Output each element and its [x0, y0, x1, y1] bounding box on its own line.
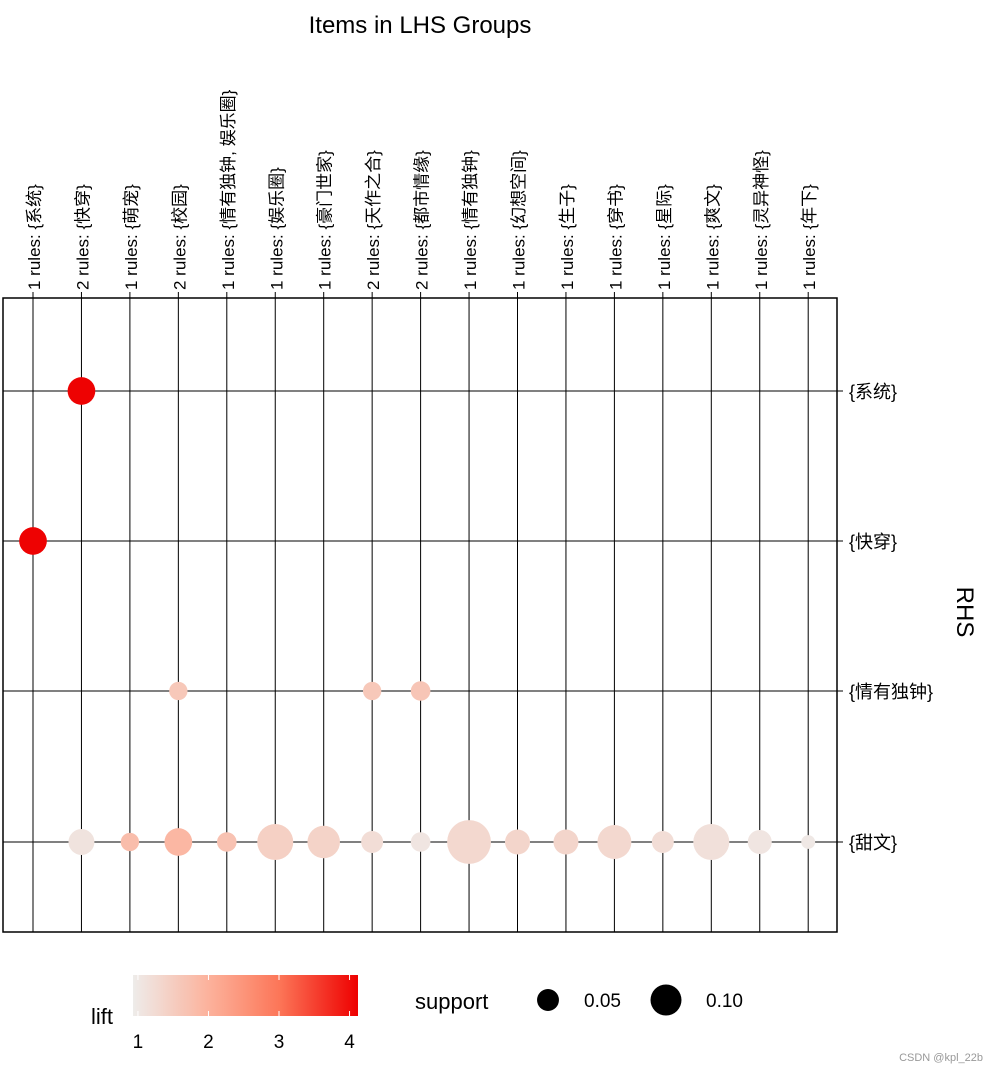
- data-point: [410, 832, 431, 852]
- x-tick-label: 1 rules: {星际}: [655, 184, 674, 290]
- y-tick-label: {情有独钟}: [849, 682, 933, 702]
- data-point: [447, 820, 491, 864]
- data-point: [410, 681, 431, 701]
- data-point: [67, 377, 96, 405]
- data-point: [164, 828, 193, 856]
- x-tick-label: 1 rules: {情有独钟}: [461, 150, 480, 290]
- data-point: [19, 527, 47, 555]
- data-point: [361, 831, 384, 853]
- data-point: [597, 825, 632, 859]
- x-tick-label: 2 rules: {天作之合}: [364, 150, 383, 290]
- plot-frame: [2, 297, 838, 933]
- legend-lift-title: lift: [91, 1004, 113, 1029]
- colorbar-tick-label: 2: [203, 1032, 214, 1053]
- x-tick-label: 2 rules: {校园}: [170, 184, 189, 290]
- x-tick-label: 1 rules: {娱乐圈}: [267, 167, 286, 290]
- data-point: [553, 829, 579, 855]
- data-point: [68, 829, 95, 855]
- legend-size-circle: [650, 984, 682, 1016]
- data-point: [362, 681, 382, 701]
- lift-colorbar: [133, 975, 358, 1016]
- colorbar-tick-label: 4: [344, 1032, 355, 1053]
- data-point: [693, 823, 730, 861]
- legend-size-label: 0.05: [584, 991, 621, 1012]
- x-tick-label: 1 rules: {系统}: [25, 184, 44, 290]
- colorbar-tick-label: 3: [274, 1032, 285, 1053]
- x-tick-label: 2 rules: {快穿}: [73, 184, 92, 290]
- x-tick-label: 2 rules: {都市情缘}: [413, 150, 432, 290]
- y-axis-title: RHS: [951, 587, 978, 638]
- legend-support-title: support: [415, 989, 488, 1014]
- x-tick-label: 1 rules: {穿书}: [606, 184, 625, 290]
- colorbar-tick-label: 1: [133, 1032, 144, 1053]
- data-point: [257, 823, 294, 861]
- data-point: [505, 829, 530, 855]
- data-point: [747, 829, 772, 855]
- x-tick-label: 1 rules: {幻想空间}: [510, 150, 529, 290]
- data-point: [307, 825, 340, 859]
- legend-size-label: 0.10: [706, 991, 743, 1012]
- watermark: CSDN @kpl_22b: [899, 1052, 983, 1064]
- x-tick-label: 1 rules: {生子}: [558, 184, 577, 290]
- y-tick-label: {系统}: [849, 382, 897, 402]
- x-tick-label: 1 rules: {年下}: [800, 184, 819, 290]
- x-tick-label: 1 rules: {萌宠}: [122, 184, 141, 290]
- data-point: [120, 832, 140, 852]
- data-point: [801, 835, 816, 849]
- y-tick-label: {甜文}: [849, 833, 897, 853]
- y-tick-label: {快穿}: [849, 532, 897, 552]
- chart-title: Items in LHS Groups: [309, 12, 532, 39]
- data-point: [217, 832, 237, 852]
- data-point: [169, 681, 188, 701]
- x-tick-label: 1 rules: {情有独钟, 娱乐圈}: [219, 89, 238, 290]
- data-point: [651, 831, 674, 853]
- x-tick-label: 1 rules: {灵异神怪}: [752, 150, 771, 290]
- x-tick-label: 1 rules: {豪门世家}: [315, 150, 335, 290]
- legend-size-circle: [537, 989, 559, 1011]
- x-tick-label: 1 rules: {爽文}: [703, 184, 722, 290]
